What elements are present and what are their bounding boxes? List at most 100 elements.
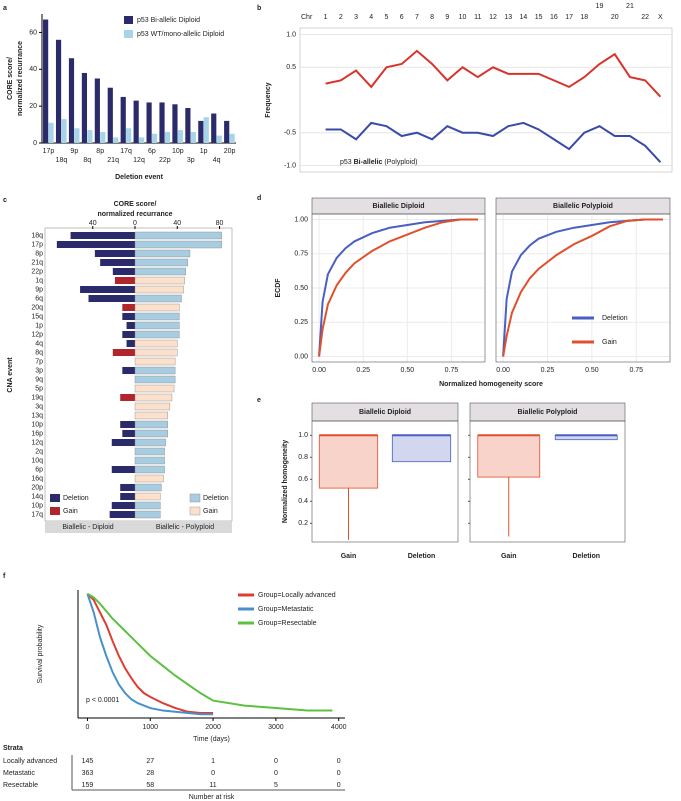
y-tick-label: 18q xyxy=(31,232,43,239)
bar xyxy=(111,502,135,509)
y-tick-label: 10q xyxy=(31,457,43,464)
bar xyxy=(87,130,93,143)
bar xyxy=(61,119,67,143)
y-tick-label: -1.0 xyxy=(284,162,296,169)
chromosome-label: 6 xyxy=(400,14,404,21)
y-tick-label: 20q xyxy=(31,304,43,311)
box xyxy=(391,434,452,463)
x-tick-label: 0.00 xyxy=(496,367,510,374)
bar xyxy=(56,241,135,248)
x-tick-label: 9p xyxy=(70,148,78,155)
x-tick-label: 40 xyxy=(173,220,181,227)
y-tick-label: 0 xyxy=(33,140,37,147)
bar xyxy=(134,249,191,258)
bar xyxy=(211,113,217,143)
table-row-label: Metastatic xyxy=(3,770,35,777)
y-tick-label: 12p xyxy=(31,331,43,338)
y-tick-label: 0.8 xyxy=(298,454,308,461)
y-axis-title: Survival probability xyxy=(37,624,44,683)
x-tick-label: Deletion xyxy=(408,553,436,560)
y-tick-label: 9q xyxy=(35,376,43,383)
y-tick-label: 7p xyxy=(35,358,43,365)
y-tick-label: 1.0 xyxy=(298,432,308,439)
bar xyxy=(109,511,135,518)
panel-letter: b xyxy=(257,5,261,12)
bar xyxy=(134,285,184,294)
bar xyxy=(216,135,222,143)
bar xyxy=(120,96,126,143)
y-tick-label: 0.00 xyxy=(294,353,308,360)
bar xyxy=(43,19,49,143)
x-tick-label: 0.75 xyxy=(445,367,459,374)
legend-label: Gain xyxy=(63,508,78,515)
y-tick-label: 1p xyxy=(35,322,43,329)
chromosome-label: 21 xyxy=(626,3,634,10)
y-axis-title: CORE score/ xyxy=(7,57,14,100)
panel-letter: d xyxy=(257,195,261,202)
bar xyxy=(151,133,158,143)
frequency-line xyxy=(325,49,662,98)
plot-frame xyxy=(311,420,459,543)
chromosome-label: 10 xyxy=(459,14,467,21)
chromosome-label: 11 xyxy=(474,14,481,21)
plot-frame xyxy=(469,420,626,543)
y-tick-label: 4q xyxy=(35,340,43,347)
bar xyxy=(134,447,165,456)
x-tick-label: 0.75 xyxy=(629,367,643,374)
x-axis-title: Deletion event xyxy=(115,174,164,181)
bar xyxy=(126,322,135,329)
x-axis-title: Chr xyxy=(301,14,313,21)
chromosome-label: 2 xyxy=(339,14,343,21)
bar xyxy=(111,439,135,446)
ecdf-line xyxy=(502,218,663,357)
annotation-part: Bi-allelic xyxy=(354,159,383,166)
bar xyxy=(190,131,196,143)
y-tick-label: 15q xyxy=(31,313,43,320)
x-tick-label: Gain xyxy=(501,553,517,560)
table-cell: 28 xyxy=(146,770,154,777)
x-tick-label: Gain xyxy=(341,553,357,560)
x-tick-label: 0.50 xyxy=(585,367,599,374)
y-tick-label: 0.4 xyxy=(298,498,308,505)
chromosome-label: 3 xyxy=(354,14,358,21)
table-row-label: Locally advanced xyxy=(3,758,57,765)
bar xyxy=(70,232,135,239)
table-cell: 0 xyxy=(337,770,341,777)
x-tick-label: 12q xyxy=(133,157,145,164)
bar xyxy=(112,349,135,356)
panel-letter: a xyxy=(3,5,7,12)
y-tick-label: 3q xyxy=(35,403,43,410)
bar xyxy=(134,483,162,492)
bar xyxy=(134,258,189,267)
bar xyxy=(134,267,186,276)
p-value: p < 0.0001 xyxy=(86,697,119,704)
x-tick-label: 8q xyxy=(83,157,91,164)
bar xyxy=(164,131,171,143)
y-axis-title: ECDF xyxy=(275,278,282,298)
legend-swatch xyxy=(50,494,60,502)
plot-frame xyxy=(299,27,673,173)
x-tick-label: 17q xyxy=(120,148,132,155)
panel-letter: e xyxy=(257,397,261,404)
y-tick-label: 14q xyxy=(31,493,43,500)
bar xyxy=(107,87,113,143)
bar xyxy=(122,430,135,437)
legend-label: Gain xyxy=(602,339,617,346)
bar xyxy=(113,137,119,143)
survival-curve xyxy=(86,592,333,712)
facet-title: Biallelic Diploid xyxy=(372,203,424,210)
table-cell: 1 xyxy=(211,758,215,765)
y-axis-title: CNA event xyxy=(7,357,14,393)
x-tick-label: 4q xyxy=(213,157,221,164)
y-axis-title: Frequency xyxy=(265,82,272,118)
strip xyxy=(45,521,232,533)
y-tick-label: 16q xyxy=(31,475,43,482)
y-tick-label: 1.0 xyxy=(286,31,296,38)
ecdf-line xyxy=(318,218,478,357)
annotation-part: p53 xyxy=(340,159,354,166)
bar xyxy=(229,133,235,143)
legend-swatch xyxy=(189,506,201,516)
chromosome-label: 22 xyxy=(641,14,649,21)
facet-title: Biallelic Polyploid xyxy=(553,203,613,210)
bar xyxy=(134,402,171,411)
